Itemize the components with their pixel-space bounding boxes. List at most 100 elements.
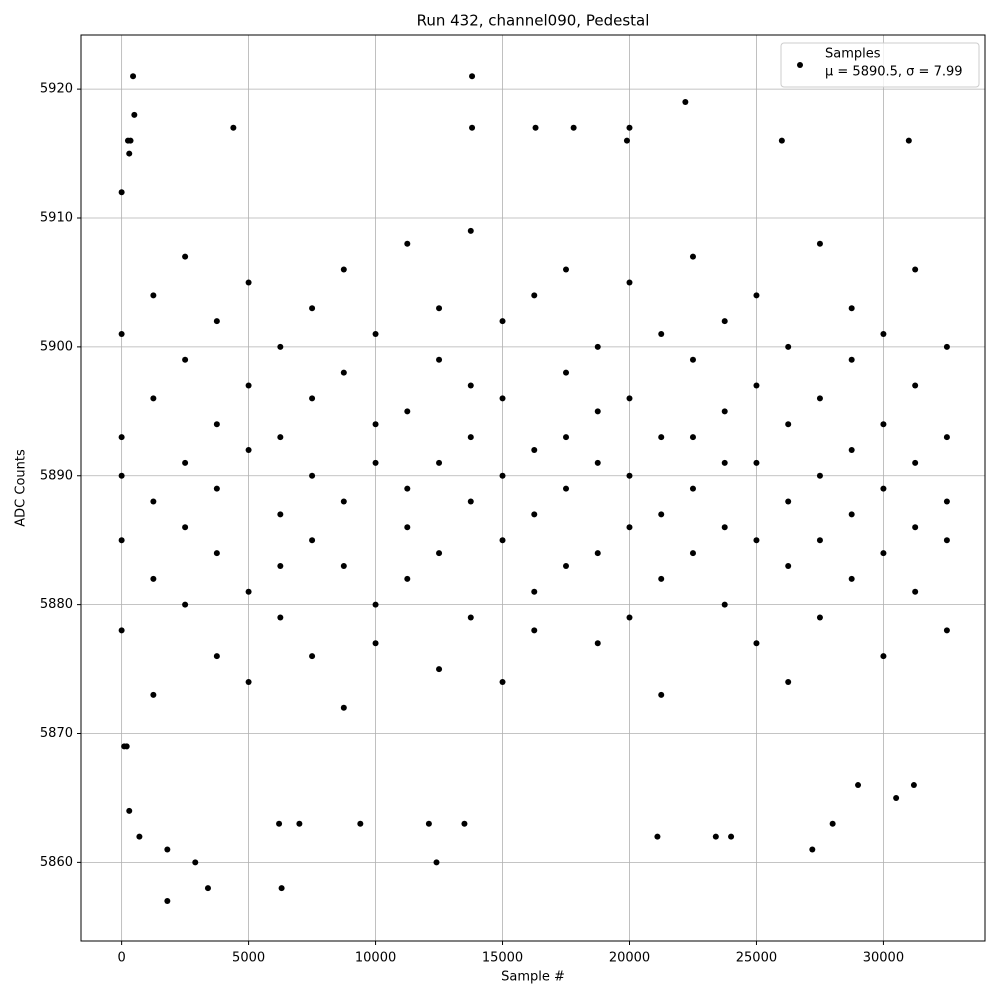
point: [943, 434, 950, 441]
point: [118, 330, 125, 337]
point: [150, 575, 157, 582]
point: [594, 640, 601, 647]
x-tick-label: 0: [117, 951, 125, 966]
point: [467, 614, 474, 621]
point: [880, 421, 887, 428]
point: [626, 472, 633, 479]
point: [594, 343, 601, 350]
x-axis-label: Sample #: [501, 970, 565, 985]
point: [721, 601, 728, 608]
point: [848, 575, 855, 582]
point: [829, 820, 836, 827]
point: [499, 472, 506, 479]
point: [436, 356, 443, 363]
point: [118, 472, 125, 479]
point: [340, 266, 347, 273]
point: [658, 434, 665, 441]
point: [372, 330, 379, 337]
legend-label: Samples: [825, 47, 881, 62]
point: [594, 459, 601, 466]
point: [404, 408, 411, 415]
legend-marker: [797, 62, 803, 68]
point: [943, 343, 950, 350]
point: [658, 575, 665, 582]
point: [912, 588, 919, 595]
point: [689, 434, 696, 441]
point: [689, 485, 696, 492]
point: [626, 524, 633, 531]
point: [118, 434, 125, 441]
point: [164, 898, 171, 905]
point: [245, 279, 252, 286]
point: [278, 885, 285, 892]
point: [357, 820, 364, 827]
point: [682, 99, 689, 106]
point: [296, 820, 303, 827]
point: [912, 524, 919, 531]
y-tick-label: 5910: [40, 211, 73, 226]
point: [245, 382, 252, 389]
point: [499, 318, 506, 325]
point: [276, 820, 283, 827]
point: [893, 794, 900, 801]
point: [728, 833, 735, 840]
points: [118, 73, 950, 905]
legend-box: [780, 42, 980, 88]
point: [721, 524, 728, 531]
y-axis-label: ADC Counts: [14, 449, 29, 527]
point: [467, 434, 474, 441]
point: [150, 292, 157, 299]
point: [910, 782, 917, 789]
point: [563, 369, 570, 376]
point: [563, 485, 570, 492]
point: [499, 395, 506, 402]
point: [469, 73, 476, 80]
point: [340, 369, 347, 376]
point: [309, 653, 316, 660]
point: [436, 666, 443, 673]
grid: [81, 35, 985, 941]
point: [531, 588, 538, 595]
point: [436, 305, 443, 312]
point: [245, 588, 252, 595]
point: [192, 859, 199, 866]
point: [753, 537, 760, 544]
point: [340, 704, 347, 711]
point: [182, 356, 189, 363]
point: [245, 678, 252, 685]
point: [912, 459, 919, 466]
point: [721, 408, 728, 415]
point: [433, 859, 440, 866]
point: [912, 382, 919, 389]
legend-stats: μ = 5890.5, σ = 7.99: [825, 65, 963, 80]
point: [594, 550, 601, 557]
point: [126, 150, 133, 157]
point: [943, 498, 950, 505]
point: [499, 678, 506, 685]
point: [848, 305, 855, 312]
point: [425, 820, 432, 827]
point: [164, 846, 171, 853]
point: [372, 601, 379, 608]
point: [785, 498, 792, 505]
point: [277, 434, 284, 441]
x-tick-label: 15000: [482, 951, 523, 966]
point: [753, 292, 760, 299]
point: [753, 382, 760, 389]
point: [721, 318, 728, 325]
point: [277, 511, 284, 518]
point: [855, 782, 862, 789]
point: [469, 124, 476, 131]
point: [182, 524, 189, 531]
point: [943, 627, 950, 634]
point: [912, 266, 919, 273]
point: [626, 124, 633, 131]
point: [880, 653, 887, 660]
legend: Samples μ = 5890.5, σ = 7.99: [780, 42, 980, 88]
x-tick-label: 5000: [232, 951, 265, 966]
point: [182, 601, 189, 608]
point: [436, 550, 443, 557]
point: [126, 807, 133, 814]
point: [658, 511, 665, 518]
